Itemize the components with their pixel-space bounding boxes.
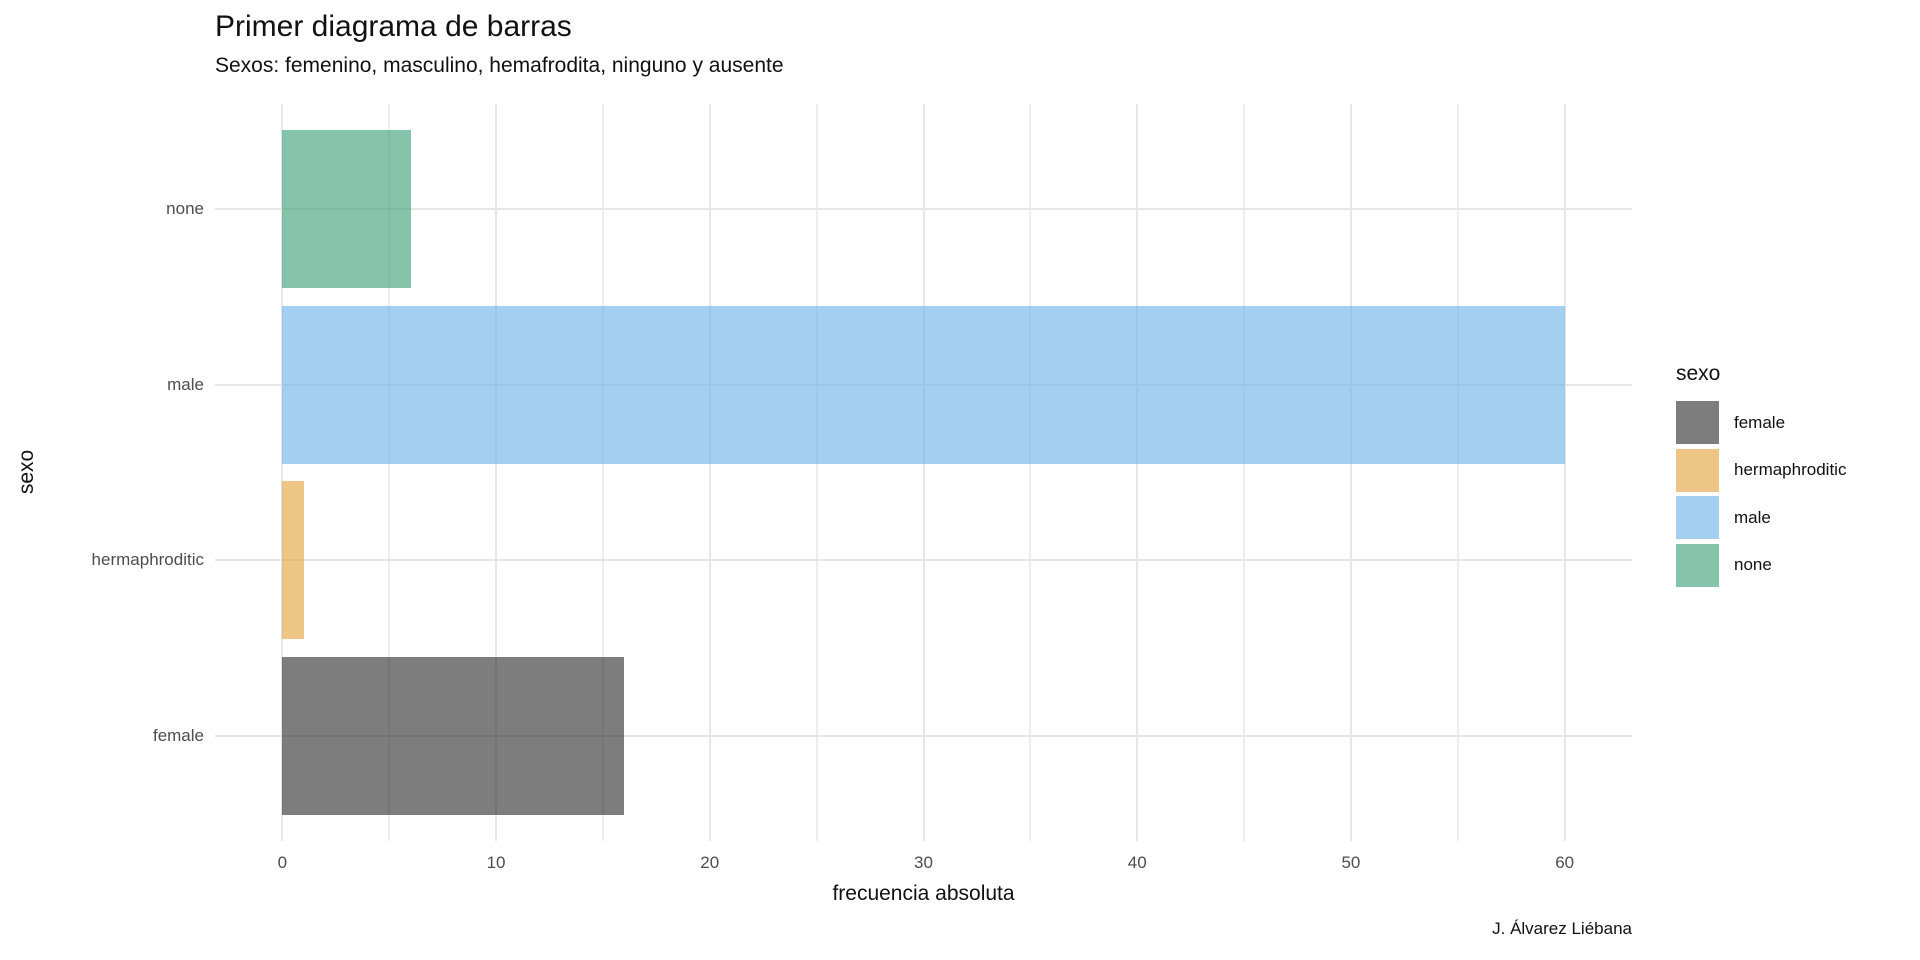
x-tick-label-20: 20 (700, 853, 720, 872)
legend-swatch-hermaphroditic (1676, 448, 1719, 492)
y-tick-label-none: none (166, 199, 204, 219)
page-title: Primer diagrama de barras (215, 10, 572, 43)
gridline-minor-x15 (601, 104, 604, 841)
legend-swatch-male (1676, 496, 1719, 539)
y-tick-label-hermaphroditic: hermaphroditic (91, 550, 204, 570)
legend-label-male: male (1734, 507, 1771, 527)
plot-subtitle: Sexos: femenino, masculino, hemafrodita,… (215, 54, 784, 77)
gridline-major-x20 (708, 104, 711, 841)
gridline-major-y-female (215, 734, 1632, 737)
legend-swatch-none (1676, 543, 1719, 587)
x-tick-label-50: 50 (1341, 853, 1361, 872)
bar-none (282, 130, 411, 289)
gridline-major-x50 (1349, 104, 1352, 841)
legend-label-none: none (1734, 555, 1772, 574)
y-axis-title: sexo (15, 449, 38, 495)
gridline-major-x40 (1136, 104, 1139, 841)
x-tick-label-60: 60 (1555, 853, 1575, 872)
y-tick-label-female: female (152, 725, 204, 745)
gridline-minor-x55 (1456, 104, 1459, 841)
x-tick-label-30: 30 (914, 853, 933, 872)
gridline-minor-x45 (1243, 104, 1246, 841)
gridline-major-x30 (922, 104, 925, 841)
y-tick-label-male: male (167, 374, 204, 394)
bar-female (282, 656, 625, 815)
x-axis-title: frecuencia absoluta (832, 882, 1015, 905)
legend-label-hermaphroditic: hermaphroditic (1734, 460, 1847, 479)
x-tick-label-40: 40 (1127, 853, 1147, 872)
x-tick-label-10: 10 (486, 853, 506, 872)
gridline-major-y-hermaphroditic (215, 559, 1632, 562)
bar-male (282, 305, 1565, 464)
gridline-major-x10 (495, 104, 498, 841)
gridline-major-x60 (1563, 104, 1566, 841)
gridline-major-x0 (281, 104, 284, 841)
legend-swatch-female (1676, 401, 1719, 444)
legend-title: sexo (1676, 362, 1721, 385)
plot-caption: J. Álvarez Liébana (1492, 919, 1632, 938)
gridline-major-y-none (215, 208, 1632, 211)
bar-hermaphroditic (282, 481, 304, 640)
legend-label-female: female (1734, 412, 1786, 432)
x-tick-label-0: 0 (277, 853, 288, 872)
plot-panel (215, 104, 1632, 841)
gridline-minor-x5 (388, 104, 391, 841)
gridline-minor-x25 (815, 104, 818, 841)
gridline-minor-x35 (1029, 104, 1032, 841)
